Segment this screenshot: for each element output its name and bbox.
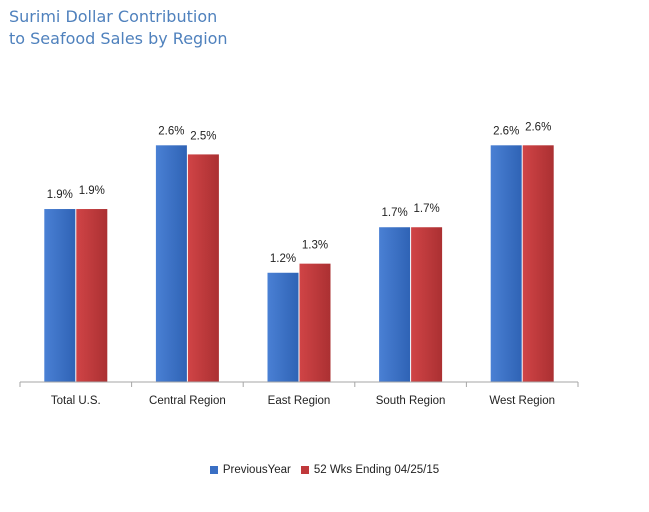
bar-current-0 xyxy=(76,209,108,382)
bar-previous-year-0 xyxy=(44,209,76,382)
bar-current-2 xyxy=(299,263,331,382)
bar-current-1 xyxy=(187,154,219,382)
category-label-3: South Region xyxy=(376,395,446,407)
data-label-previous-year-3: 1.7% xyxy=(381,207,407,219)
bar-previous-year-2 xyxy=(267,272,299,382)
legend-item-previous-year: PreviousYear xyxy=(209,464,291,476)
bar-current-4 xyxy=(522,145,554,382)
data-label-current-1: 2.5% xyxy=(190,130,216,142)
legend-label-previous-year: PreviousYear xyxy=(222,464,291,476)
bar-previous-year-4 xyxy=(490,145,522,382)
data-label-current-2: 1.3% xyxy=(302,240,328,252)
legend-item-current: 52 Wks Ending 04/25/15 xyxy=(300,464,440,476)
legend-swatch-previous-year xyxy=(209,466,218,474)
category-label-1: Central Region xyxy=(149,395,226,407)
chart-title-line-1: Surimi Dollar Contribution xyxy=(9,7,218,26)
legend-swatch-current xyxy=(300,466,309,474)
data-label-previous-year-0: 1.9% xyxy=(47,189,73,201)
bar-previous-year-3 xyxy=(379,227,411,382)
legend-label-current: 52 Wks Ending 04/25/15 xyxy=(313,464,440,476)
data-label-previous-year-2: 1.2% xyxy=(270,253,296,265)
chart-legend: PreviousYear 52 Wks Ending 04/25/15 xyxy=(0,464,649,476)
bar-current-3 xyxy=(411,227,443,382)
category-label-2: East Region xyxy=(268,395,331,407)
data-label-previous-year-1: 2.6% xyxy=(158,125,184,137)
category-label-0: Total U.S. xyxy=(51,395,101,407)
chart-title-line-2: to Seafood Sales by Region xyxy=(9,29,228,48)
data-label-current-3: 1.7% xyxy=(413,203,439,215)
data-label-previous-year-4: 2.6% xyxy=(493,125,519,137)
chart-title: Surimi Dollar Contribution to Seafood Sa… xyxy=(9,6,228,50)
category-label-4: West Region xyxy=(489,395,555,407)
bar-previous-year-1 xyxy=(155,145,187,382)
data-label-current-4: 2.6% xyxy=(525,121,551,133)
data-label-current-0: 1.9% xyxy=(79,185,105,197)
